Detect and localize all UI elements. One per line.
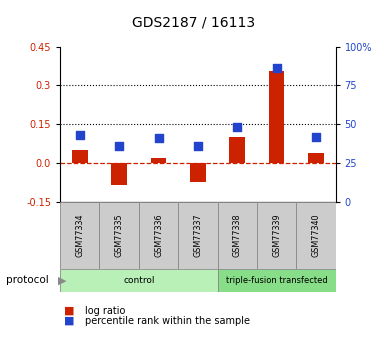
Bar [257, 202, 296, 269]
Text: GSM77337: GSM77337 [193, 214, 203, 257]
Text: percentile rank within the sample: percentile rank within the sample [85, 316, 250, 326]
Bar [178, 202, 218, 269]
Bar [218, 202, 257, 269]
Text: ■: ■ [64, 306, 74, 315]
Bar [218, 269, 336, 292]
Point [195, 143, 201, 149]
Text: GSM77334: GSM77334 [75, 214, 84, 257]
Text: GSM77340: GSM77340 [312, 214, 320, 257]
Bar [151, 158, 166, 163]
Text: ■: ■ [64, 316, 74, 326]
Bar [139, 202, 178, 269]
Text: GSM77336: GSM77336 [154, 214, 163, 257]
Text: GSM77338: GSM77338 [233, 214, 242, 257]
Point [116, 143, 122, 149]
Text: protocol: protocol [6, 275, 48, 285]
Text: control: control [123, 276, 154, 285]
Point [77, 132, 83, 138]
Bar [60, 269, 218, 292]
Text: log ratio: log ratio [85, 306, 126, 315]
Bar [72, 150, 88, 163]
Point [156, 136, 162, 141]
Text: GSM77339: GSM77339 [272, 214, 281, 257]
Text: GSM77335: GSM77335 [115, 214, 124, 257]
Bar [296, 202, 336, 269]
Point [313, 134, 319, 139]
Bar [111, 163, 127, 185]
Bar [60, 202, 99, 269]
Point [274, 66, 280, 71]
Point [234, 125, 240, 130]
Bar [229, 137, 245, 163]
Text: triple-fusion transfected: triple-fusion transfected [226, 276, 327, 285]
Bar [190, 163, 206, 183]
Bar [99, 202, 139, 269]
Bar [308, 152, 324, 163]
Bar [269, 71, 284, 163]
Text: GDS2187 / 16113: GDS2187 / 16113 [132, 16, 256, 30]
Text: ▶: ▶ [58, 275, 67, 285]
